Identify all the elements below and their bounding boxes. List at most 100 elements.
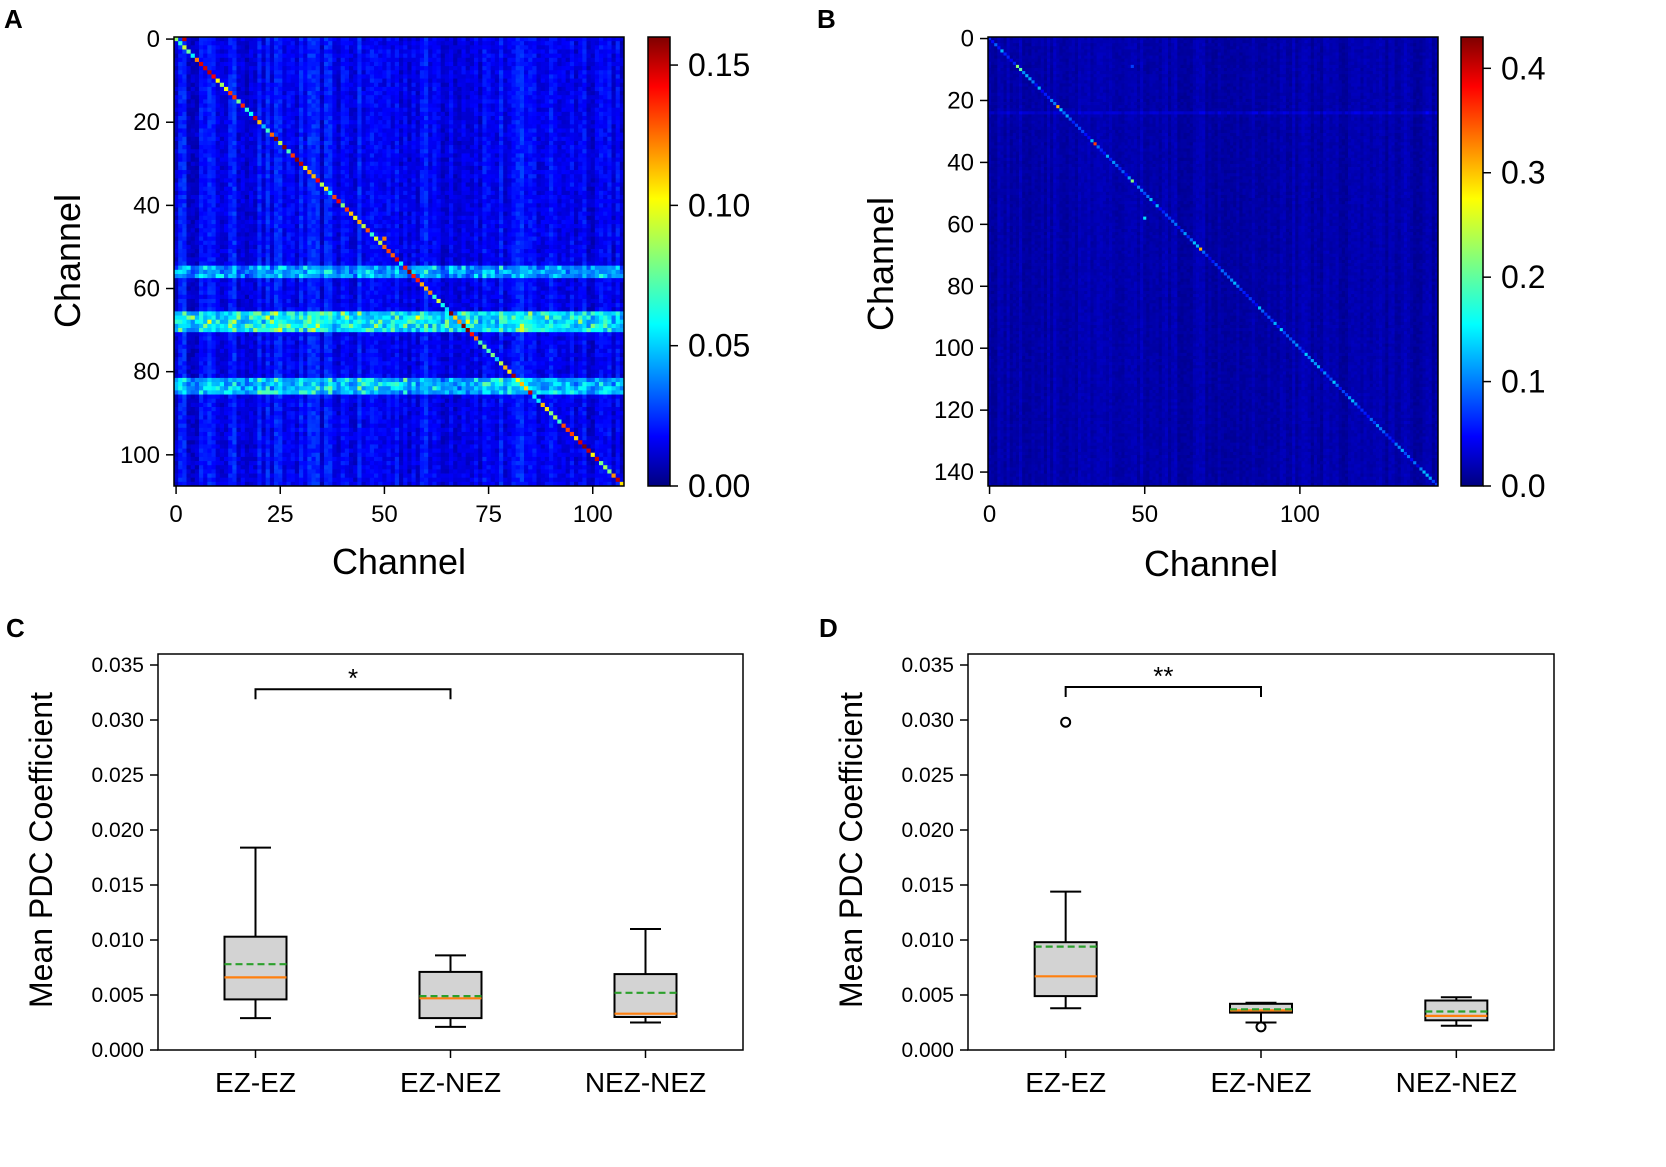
heatmap-cell — [324, 153, 329, 158]
heatmap-cell — [249, 215, 254, 221]
heatmap-cell — [549, 111, 554, 117]
heatmap-cell — [465, 107, 471, 113]
heatmap-cell — [386, 140, 392, 146]
heatmap-cell — [449, 124, 454, 129]
heatmap-cell — [549, 70, 554, 75]
heatmap-cell — [411, 190, 417, 196]
heatmap-cell — [528, 49, 533, 55]
heatmap-cell — [582, 207, 587, 213]
heatmap-cell — [361, 111, 367, 117]
heatmap-cell — [569, 53, 575, 59]
heatmap-cell — [224, 37, 229, 42]
heatmap-cell — [544, 145, 550, 150]
heatmap-cell — [228, 86, 233, 92]
heatmap-cell — [303, 190, 308, 196]
heatmap-cell — [453, 140, 458, 146]
heatmap-cell — [274, 107, 279, 113]
heatmap-cell — [319, 91, 325, 96]
heatmap-cell — [453, 107, 458, 113]
heatmap-cell — [336, 132, 342, 138]
heatmap-cell — [236, 111, 242, 117]
heatmap-cell — [599, 215, 604, 221]
heatmap-cell — [574, 115, 579, 121]
heatmap-cell — [253, 124, 258, 129]
heatmap-cell — [261, 194, 267, 200]
heatmap-cell — [215, 207, 221, 213]
heatmap-cell — [324, 224, 329, 229]
heatmap-cell — [299, 49, 304, 55]
heatmap-cell — [432, 41, 437, 46]
heatmap-cell — [499, 186, 504, 192]
heatmap-cell — [340, 140, 346, 146]
heatmap-cell — [428, 203, 433, 208]
heatmap-cell — [590, 186, 596, 192]
heatmap-cell — [449, 161, 454, 167]
heatmap-cell — [374, 215, 379, 221]
heatmap-cell — [190, 211, 196, 217]
heatmap-cell — [490, 136, 496, 142]
heatmap-cell — [328, 199, 333, 204]
heatmap-cell — [415, 165, 421, 171]
heatmap-cell — [507, 190, 512, 196]
heatmap-cell — [386, 199, 392, 204]
heatmap-cell — [449, 41, 454, 46]
heatmap-cell — [178, 178, 183, 183]
heatmap-cell — [340, 224, 346, 229]
heatmap-cell — [594, 165, 600, 171]
heatmap-cell — [574, 161, 579, 167]
heatmap-cell — [286, 37, 292, 42]
heatmap-cell — [511, 53, 517, 59]
heatmap-cell — [249, 153, 254, 158]
heatmap-cell — [536, 132, 542, 138]
heatmap-cell — [465, 215, 471, 221]
heatmap-cell — [382, 215, 387, 221]
heatmap-cell — [574, 124, 579, 129]
heatmap-cell — [603, 103, 608, 109]
heatmap-cell — [569, 57, 575, 63]
heatmap-cell — [240, 194, 246, 200]
heatmap-cell — [203, 153, 208, 158]
heatmap-cell — [457, 145, 462, 150]
heatmap-cell — [540, 103, 546, 109]
heatmap-cell — [590, 78, 596, 84]
heatmap-cell — [190, 136, 196, 142]
heatmap-cell — [228, 165, 233, 171]
heatmap-cell — [261, 132, 267, 138]
heatmap-cell — [594, 128, 600, 134]
heatmap-cell — [590, 120, 596, 125]
heatmap-cell — [311, 103, 317, 109]
heatmap-cell — [294, 194, 300, 200]
heatmap-cell — [419, 57, 425, 63]
heatmap-cell — [503, 224, 508, 229]
heatmap-cell — [586, 115, 592, 121]
heatmap-cell — [478, 74, 483, 79]
heatmap-cell — [378, 157, 383, 163]
heatmap-cell — [324, 53, 329, 59]
heatmap-cell — [378, 140, 383, 146]
heatmap-cell — [278, 174, 283, 179]
heatmap-cell — [328, 136, 333, 142]
heatmap-cell — [199, 165, 204, 171]
heatmap-cell — [199, 145, 204, 150]
heatmap-cell — [207, 124, 212, 129]
heatmap-cell — [303, 115, 308, 121]
heatmap-cell — [474, 74, 479, 79]
heatmap-cell — [332, 82, 337, 88]
heatmap-cell — [207, 140, 212, 146]
heatmap-cell — [336, 82, 342, 88]
heatmap-cell — [411, 140, 417, 146]
heatmap-cell — [228, 41, 233, 46]
heatmap-cell — [215, 140, 221, 146]
heatmap-cell — [190, 228, 196, 233]
heatmap-cell — [594, 215, 600, 221]
heatmap-cell — [474, 224, 479, 229]
heatmap-cell — [403, 161, 408, 167]
heatmap-cell — [444, 107, 450, 113]
heatmap-cell — [394, 136, 400, 142]
heatmap-cell — [569, 153, 575, 158]
heatmap-cell — [599, 153, 604, 158]
heatmap-cell — [465, 149, 471, 154]
heatmap-cell — [511, 170, 517, 175]
heatmap-cell — [194, 165, 200, 171]
heatmap-cell — [186, 182, 192, 188]
